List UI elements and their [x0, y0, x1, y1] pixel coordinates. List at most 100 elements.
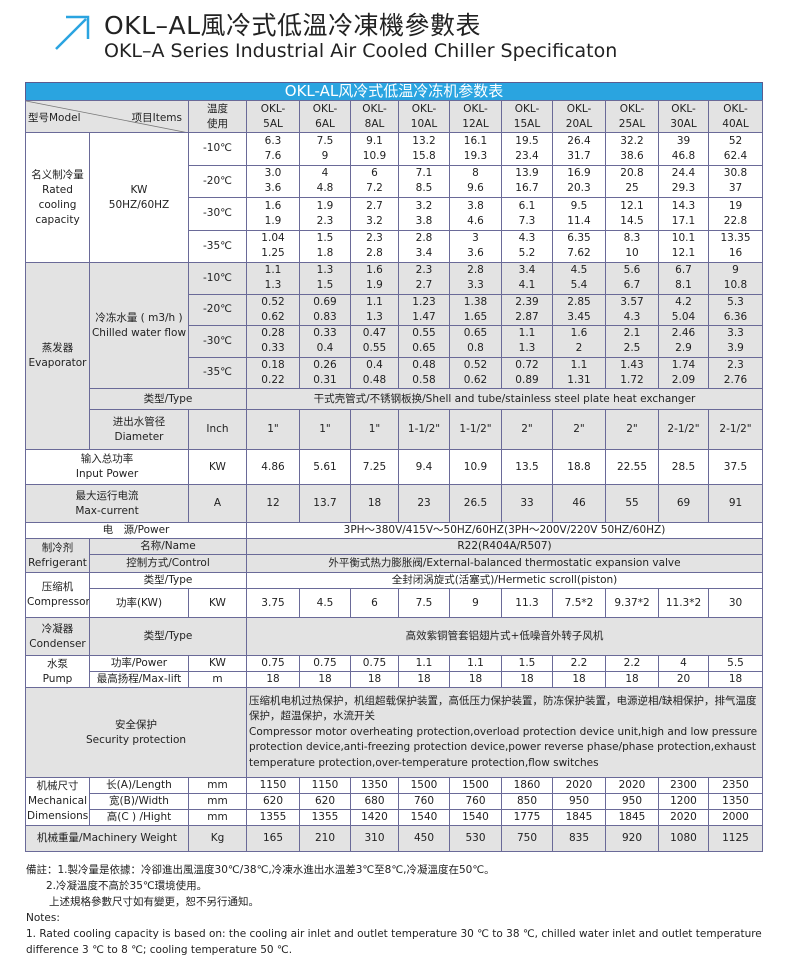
cooling-value: 7.5 9 — [299, 132, 351, 166]
flow-value: 0.69 0.83 — [299, 293, 351, 326]
compressor-label: 压缩机 Compressor — [25, 572, 90, 618]
cooling-value-text: 1.8 — [316, 247, 334, 260]
weight-value-text: 1080 — [670, 832, 697, 844]
flow-value-text: 0.33 — [313, 327, 337, 340]
cooling-value-text: 17.1 — [671, 214, 696, 227]
dimension-value: 1355 — [299, 809, 351, 826]
pump-power-label: 功率/Power — [89, 655, 189, 672]
dimension-value: 2020 — [658, 809, 709, 826]
dimension-value-text: 1355 — [259, 811, 287, 823]
cooling-value: 39 46.8 — [658, 132, 709, 166]
table-row: -30℃ 0.28 0.33 0.33 0.4 0.47 0.55 0.55 0.65 0.65 0… — [26, 325, 763, 358]
cooling-value-text: 2.3 — [316, 214, 334, 227]
compressor-power-value-text: 9 — [472, 596, 479, 609]
weight-value: 750 — [501, 825, 553, 852]
model-header-cell: OKL- 12AL — [449, 100, 502, 133]
dimension-value-text: 760 — [465, 795, 486, 807]
cooling-value-text: 3.2 — [415, 199, 433, 212]
dimension-value: 1350 — [350, 777, 399, 794]
pump-lift-value-text: 18 — [625, 673, 639, 685]
dimension-unit-text: mm — [207, 779, 228, 791]
flow-value-text: 1.43 — [620, 358, 644, 371]
table-row: 压缩机 Compressor 类型/Type 全封闭涡旋式(活塞式)/Hermetic… — [25, 572, 763, 618]
temp-header: 温度 使用 — [188, 100, 247, 133]
compressor-unit: KW — [188, 588, 247, 618]
flow-value-text: 2.1 — [623, 327, 641, 340]
condenser-label-text: Condenser — [29, 637, 86, 650]
weight-value: 165 — [246, 825, 300, 852]
temp-cell-text: -20℃ — [203, 303, 232, 316]
cooling-value: 19.5 23.4 — [501, 132, 553, 166]
cooling-value: 52 62.4 — [708, 132, 763, 166]
max-current-value: 69 — [658, 484, 709, 523]
weight-value-text: 530 — [465, 832, 486, 844]
diameter-value-text: 1" — [319, 423, 331, 435]
note-line: 1. Rated cooling capacity is based on: t… — [26, 928, 762, 940]
flow-value: 0.26 0.31 — [299, 356, 351, 389]
flow-value-text: 5.04 — [671, 310, 696, 323]
flow-value-text: 0.58 — [412, 373, 436, 386]
cooling-value-text: 3.8 — [415, 214, 433, 227]
flow-value-text: 1.38 — [463, 295, 488, 308]
cooling-label-text: cooling — [38, 198, 77, 211]
compressor-label-text: Compressor — [27, 596, 90, 608]
compressor-power-value-text: 30 — [728, 596, 743, 609]
table-row: 水泵 Pump 功率/Power KW 0.75 0.75 0.75 1.1 1.1 1.5 2.2… — [25, 655, 763, 688]
input-power-value-text: 5.61 — [313, 460, 337, 473]
model-header-cell-text: OKL- — [723, 102, 748, 115]
model-header-cell-text: OKL- — [514, 102, 540, 115]
cooling-value-text: 2.3 — [366, 232, 383, 245]
diameter-value-text: 1" — [267, 423, 279, 435]
table-row: 高(C ) /Hight mm 1355 1355 1420 1540 1540 1775 18… — [26, 809, 763, 826]
title-english: OKL–A Series Industrial Air Cooled Chill… — [104, 40, 618, 62]
max-current-value-text: 18 — [367, 497, 382, 509]
flow-value: 1.6 1.9 — [350, 262, 399, 295]
dimension-value: 1150 — [246, 777, 300, 794]
compressor-type-value: 全封闭涡旋式(活塞式)/Hermetic scroll(piston) — [246, 572, 763, 589]
power-supply-value: 3PH～380V/415V～50HZ/60HZ(3PH～200V/220V 50… — [246, 522, 763, 539]
flow-value-text: 1.5 — [316, 279, 334, 292]
dimension-value: 1350 — [708, 793, 763, 810]
cooling-value: 9.1 10.9 — [350, 132, 399, 166]
flow-value-text: 3.4 — [518, 264, 536, 277]
dimension-value: 1540 — [449, 809, 502, 826]
pump-label-text: Pump — [42, 672, 73, 685]
input-power-value: 28.5 — [658, 449, 709, 485]
dimension-value: 2300 — [658, 777, 709, 794]
dimension-value-text: 2020 — [618, 779, 646, 791]
flow-value-text: 1.1 — [366, 295, 383, 308]
dimension-value: 1150 — [299, 777, 351, 794]
pump-lift-value-text: 20 — [676, 673, 691, 685]
table-row: 型号Model 项目Items 温度 使用 OKL- 5AL OKL- 6AL OKL- 8AL O… — [25, 100, 763, 133]
weight-value: 530 — [449, 825, 502, 852]
cooling-value-text: 1.5 — [316, 232, 334, 245]
cooling-value: 7.1 8.5 — [398, 164, 450, 198]
temp-cell-text: -20℃ — [203, 174, 232, 187]
flow-value-text: 5.4 — [570, 279, 588, 292]
max-current-value-text: 55 — [625, 497, 639, 509]
cooling-label-text: capacity — [35, 213, 80, 226]
dimension-value: 1200 — [658, 793, 709, 810]
flow-value-text: 0.4 — [366, 358, 383, 371]
cooling-value-text: 32.2 — [620, 134, 644, 147]
table-row: -30℃ 1.6 1.9 1.9 2.3 2.7 3.2 3.2 3.8 3.8 4.6 6.1 7.3… — [26, 197, 763, 231]
cooling-value: 1.5 1.8 — [299, 229, 351, 263]
cooling-value-text: 9.5 — [570, 199, 588, 212]
compressor-power-value: 9 — [449, 588, 502, 618]
refrigerant-label-text: 制冷剂 — [41, 541, 74, 554]
evaporator-type-value-text: 干式壳管式/不锈钢板换/Shell and tube/stainless ste… — [313, 392, 696, 405]
flow-value-text: 0.33 — [261, 342, 285, 355]
cooling-value-text: 12.1 — [671, 247, 696, 260]
flow-value-text: 0.4 — [316, 342, 334, 355]
pump-label-text: 水泵 — [47, 657, 68, 670]
control-value: 外平衡式热力膨胀阀/External-balanced thermostatic… — [246, 554, 763, 573]
flow-value-text: 2.85 — [567, 295, 591, 308]
flow-label: 冷冻水量 ( m3/h ) Chilled water flow — [89, 262, 189, 389]
flow-value: 1.6 2 — [552, 325, 606, 358]
cooling-value-text: 4.6 — [467, 214, 484, 227]
compressor-power-value-text: 11.3*2 — [665, 596, 702, 609]
table-row: 安全保护 Security protection 压缩机电机过热保护，机组超载保护装… — [25, 687, 763, 778]
model-header-cell-text: OKL- — [312, 102, 338, 115]
dimension-value: 620 — [299, 793, 351, 810]
dimension-row-label: 长(A)/Length — [89, 777, 189, 794]
